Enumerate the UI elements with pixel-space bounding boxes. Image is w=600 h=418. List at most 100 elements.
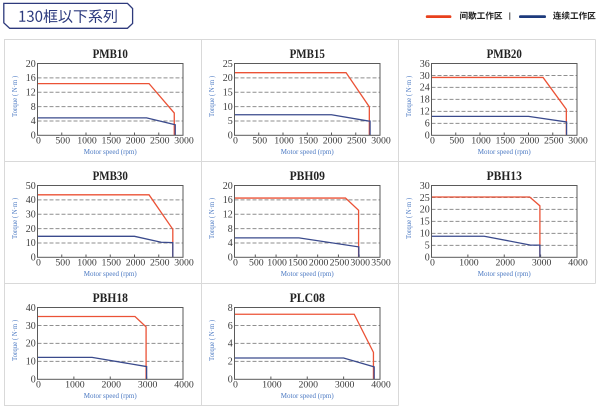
svg-text:1000: 1000	[262, 380, 282, 391]
svg-text:1500: 1500	[288, 258, 308, 269]
svg-text:1500: 1500	[495, 136, 515, 147]
svg-text:4: 4	[228, 339, 233, 350]
svg-text:500: 500	[449, 136, 464, 147]
svg-text:2000: 2000	[126, 258, 146, 269]
svg-text:3000: 3000	[532, 258, 552, 269]
svg-text:PMB10: PMB10	[93, 46, 128, 61]
svg-text:16: 16	[26, 73, 36, 84]
svg-text:10: 10	[223, 102, 233, 113]
svg-text:Torque ( N·m ): Torque ( N·m )	[209, 198, 216, 239]
svg-text:0: 0	[425, 253, 430, 264]
svg-text:20: 20	[420, 205, 430, 216]
svg-text:4000: 4000	[568, 258, 588, 269]
svg-text:5: 5	[425, 241, 430, 252]
svg-text:2500: 2500	[330, 258, 350, 269]
svg-text:4000: 4000	[174, 380, 194, 391]
svg-text:0: 0	[228, 375, 233, 386]
svg-text:1000: 1000	[267, 258, 287, 269]
svg-text:10: 10	[26, 357, 36, 368]
svg-text:Torque ( N·m ): Torque ( N·m )	[12, 320, 19, 361]
svg-text:0: 0	[36, 380, 41, 391]
svg-text:1000: 1000	[471, 136, 491, 147]
svg-text:Torque ( N·m ): Torque ( N·m )	[406, 76, 413, 117]
svg-text:10: 10	[26, 238, 36, 249]
svg-text:0: 0	[430, 258, 435, 269]
svg-text:3000: 3000	[568, 136, 588, 147]
svg-text:500: 500	[55, 136, 70, 147]
svg-text:18: 18	[420, 95, 430, 106]
svg-text:0: 0	[31, 131, 36, 142]
svg-text:24: 24	[420, 83, 430, 94]
svg-text:PBH18: PBH18	[93, 290, 129, 305]
svg-text:40: 40	[26, 303, 36, 314]
svg-text:500: 500	[55, 258, 70, 269]
svg-text:1000: 1000	[65, 380, 85, 391]
svg-text:1000: 1000	[459, 258, 479, 269]
svg-text:1500: 1500	[101, 136, 121, 147]
svg-text:500: 500	[252, 136, 267, 147]
svg-text:2000: 2000	[520, 136, 540, 147]
svg-text:2500: 2500	[150, 258, 170, 269]
svg-text:30: 30	[26, 321, 36, 332]
svg-text:1000: 1000	[274, 136, 294, 147]
svg-text:0: 0	[31, 375, 36, 386]
svg-text:3000: 3000	[335, 380, 355, 391]
svg-text:3000: 3000	[350, 258, 370, 269]
svg-text:PMB15: PMB15	[290, 46, 326, 61]
svg-text:15: 15	[420, 217, 430, 228]
svg-text:30: 30	[420, 71, 430, 82]
svg-text:8: 8	[31, 102, 36, 113]
svg-text:0: 0	[425, 131, 430, 142]
svg-text:2000: 2000	[309, 258, 329, 269]
svg-text:4: 4	[31, 116, 36, 127]
svg-text:0: 0	[31, 253, 36, 264]
svg-text:Motor speed (rpm): Motor speed (rpm)	[478, 270, 532, 278]
svg-text:500: 500	[249, 258, 264, 269]
svg-text:20: 20	[26, 59, 36, 70]
svg-text:PMB20: PMB20	[487, 46, 522, 61]
svg-text:16: 16	[223, 195, 233, 206]
svg-text:Torque ( N·m ): Torque ( N·m )	[209, 320, 216, 361]
svg-text:10: 10	[420, 229, 430, 240]
svg-text:2000: 2000	[323, 136, 343, 147]
svg-text:2500: 2500	[150, 136, 170, 147]
svg-text:15: 15	[223, 88, 233, 99]
svg-text:0: 0	[233, 136, 238, 147]
svg-text:6: 6	[425, 119, 430, 130]
svg-text:PBH09: PBH09	[290, 168, 326, 183]
svg-text:PMB30: PMB30	[93, 168, 128, 183]
svg-text:2500: 2500	[347, 136, 367, 147]
svg-text:1000: 1000	[77, 136, 97, 147]
svg-text:Torque ( N·m ): Torque ( N·m )	[406, 198, 413, 239]
svg-text:0: 0	[233, 380, 238, 391]
svg-text:6: 6	[228, 321, 233, 332]
svg-text:PLC08: PLC08	[290, 290, 326, 305]
svg-text:PBH13: PBH13	[487, 168, 523, 183]
svg-text:8: 8	[228, 224, 233, 235]
svg-text:Motor speed (rpm): Motor speed (rpm)	[281, 392, 335, 400]
svg-text:0: 0	[228, 253, 233, 264]
svg-text:20: 20	[26, 224, 36, 235]
svg-text:30: 30	[420, 181, 430, 192]
svg-text:0: 0	[36, 258, 41, 269]
svg-text:50: 50	[26, 181, 36, 192]
svg-text:5: 5	[228, 116, 233, 127]
svg-text:3000: 3000	[371, 136, 391, 147]
svg-text:3000: 3000	[174, 258, 194, 269]
svg-text:20: 20	[223, 181, 233, 192]
svg-text:2000: 2000	[126, 136, 146, 147]
svg-text:3500: 3500	[371, 258, 391, 269]
svg-text:0: 0	[430, 136, 435, 147]
svg-text:2000: 2000	[495, 258, 515, 269]
svg-text:Motor speed (rpm): Motor speed (rpm)	[478, 148, 532, 156]
svg-text:Motor speed (rpm): Motor speed (rpm)	[84, 148, 138, 156]
svg-text:0: 0	[228, 131, 233, 142]
svg-text:Torque ( N·m ): Torque ( N·m )	[12, 76, 19, 117]
svg-text:20: 20	[223, 73, 233, 84]
svg-text:36: 36	[420, 59, 430, 70]
svg-text:Motor speed (rpm): Motor speed (rpm)	[281, 148, 335, 156]
svg-text:1500: 1500	[101, 258, 121, 269]
svg-text:3000: 3000	[174, 136, 194, 147]
svg-text:Torque ( N·m ): Torque ( N·m )	[12, 198, 19, 239]
svg-text:Motor speed (rpm): Motor speed (rpm)	[84, 270, 138, 278]
